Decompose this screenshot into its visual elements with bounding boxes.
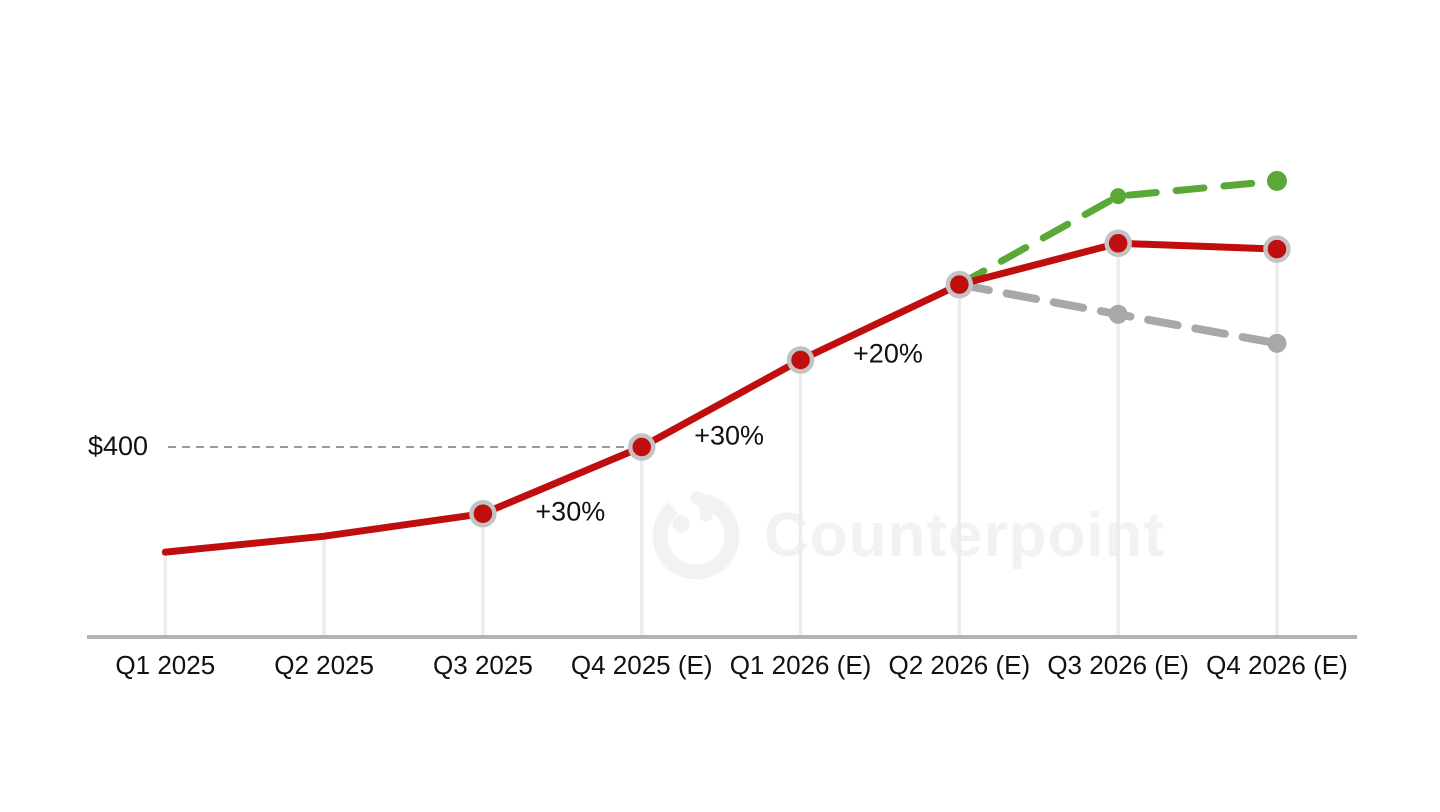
- data-point-marker: [945, 270, 974, 299]
- counterpoint-logo-icon: [652, 491, 740, 580]
- upside-point-marker: [1110, 188, 1127, 205]
- data-point-marker: [1263, 235, 1291, 263]
- downside-point-marker: [1108, 304, 1128, 324]
- main-line: [161, 239, 1281, 556]
- data-point-marker: [469, 499, 497, 528]
- downside-point-marker: [1267, 333, 1287, 353]
- data-point-marker: [1104, 229, 1132, 258]
- upside-scenario-line: [955, 177, 1281, 289]
- upside-point-marker: [1266, 170, 1287, 191]
- data-point-marker: [627, 433, 656, 461]
- watermark: Counterpoint: [648, 488, 1165, 584]
- watermark-text: Counterpoint: [764, 501, 1166, 570]
- data-point-marker: [786, 346, 815, 374]
